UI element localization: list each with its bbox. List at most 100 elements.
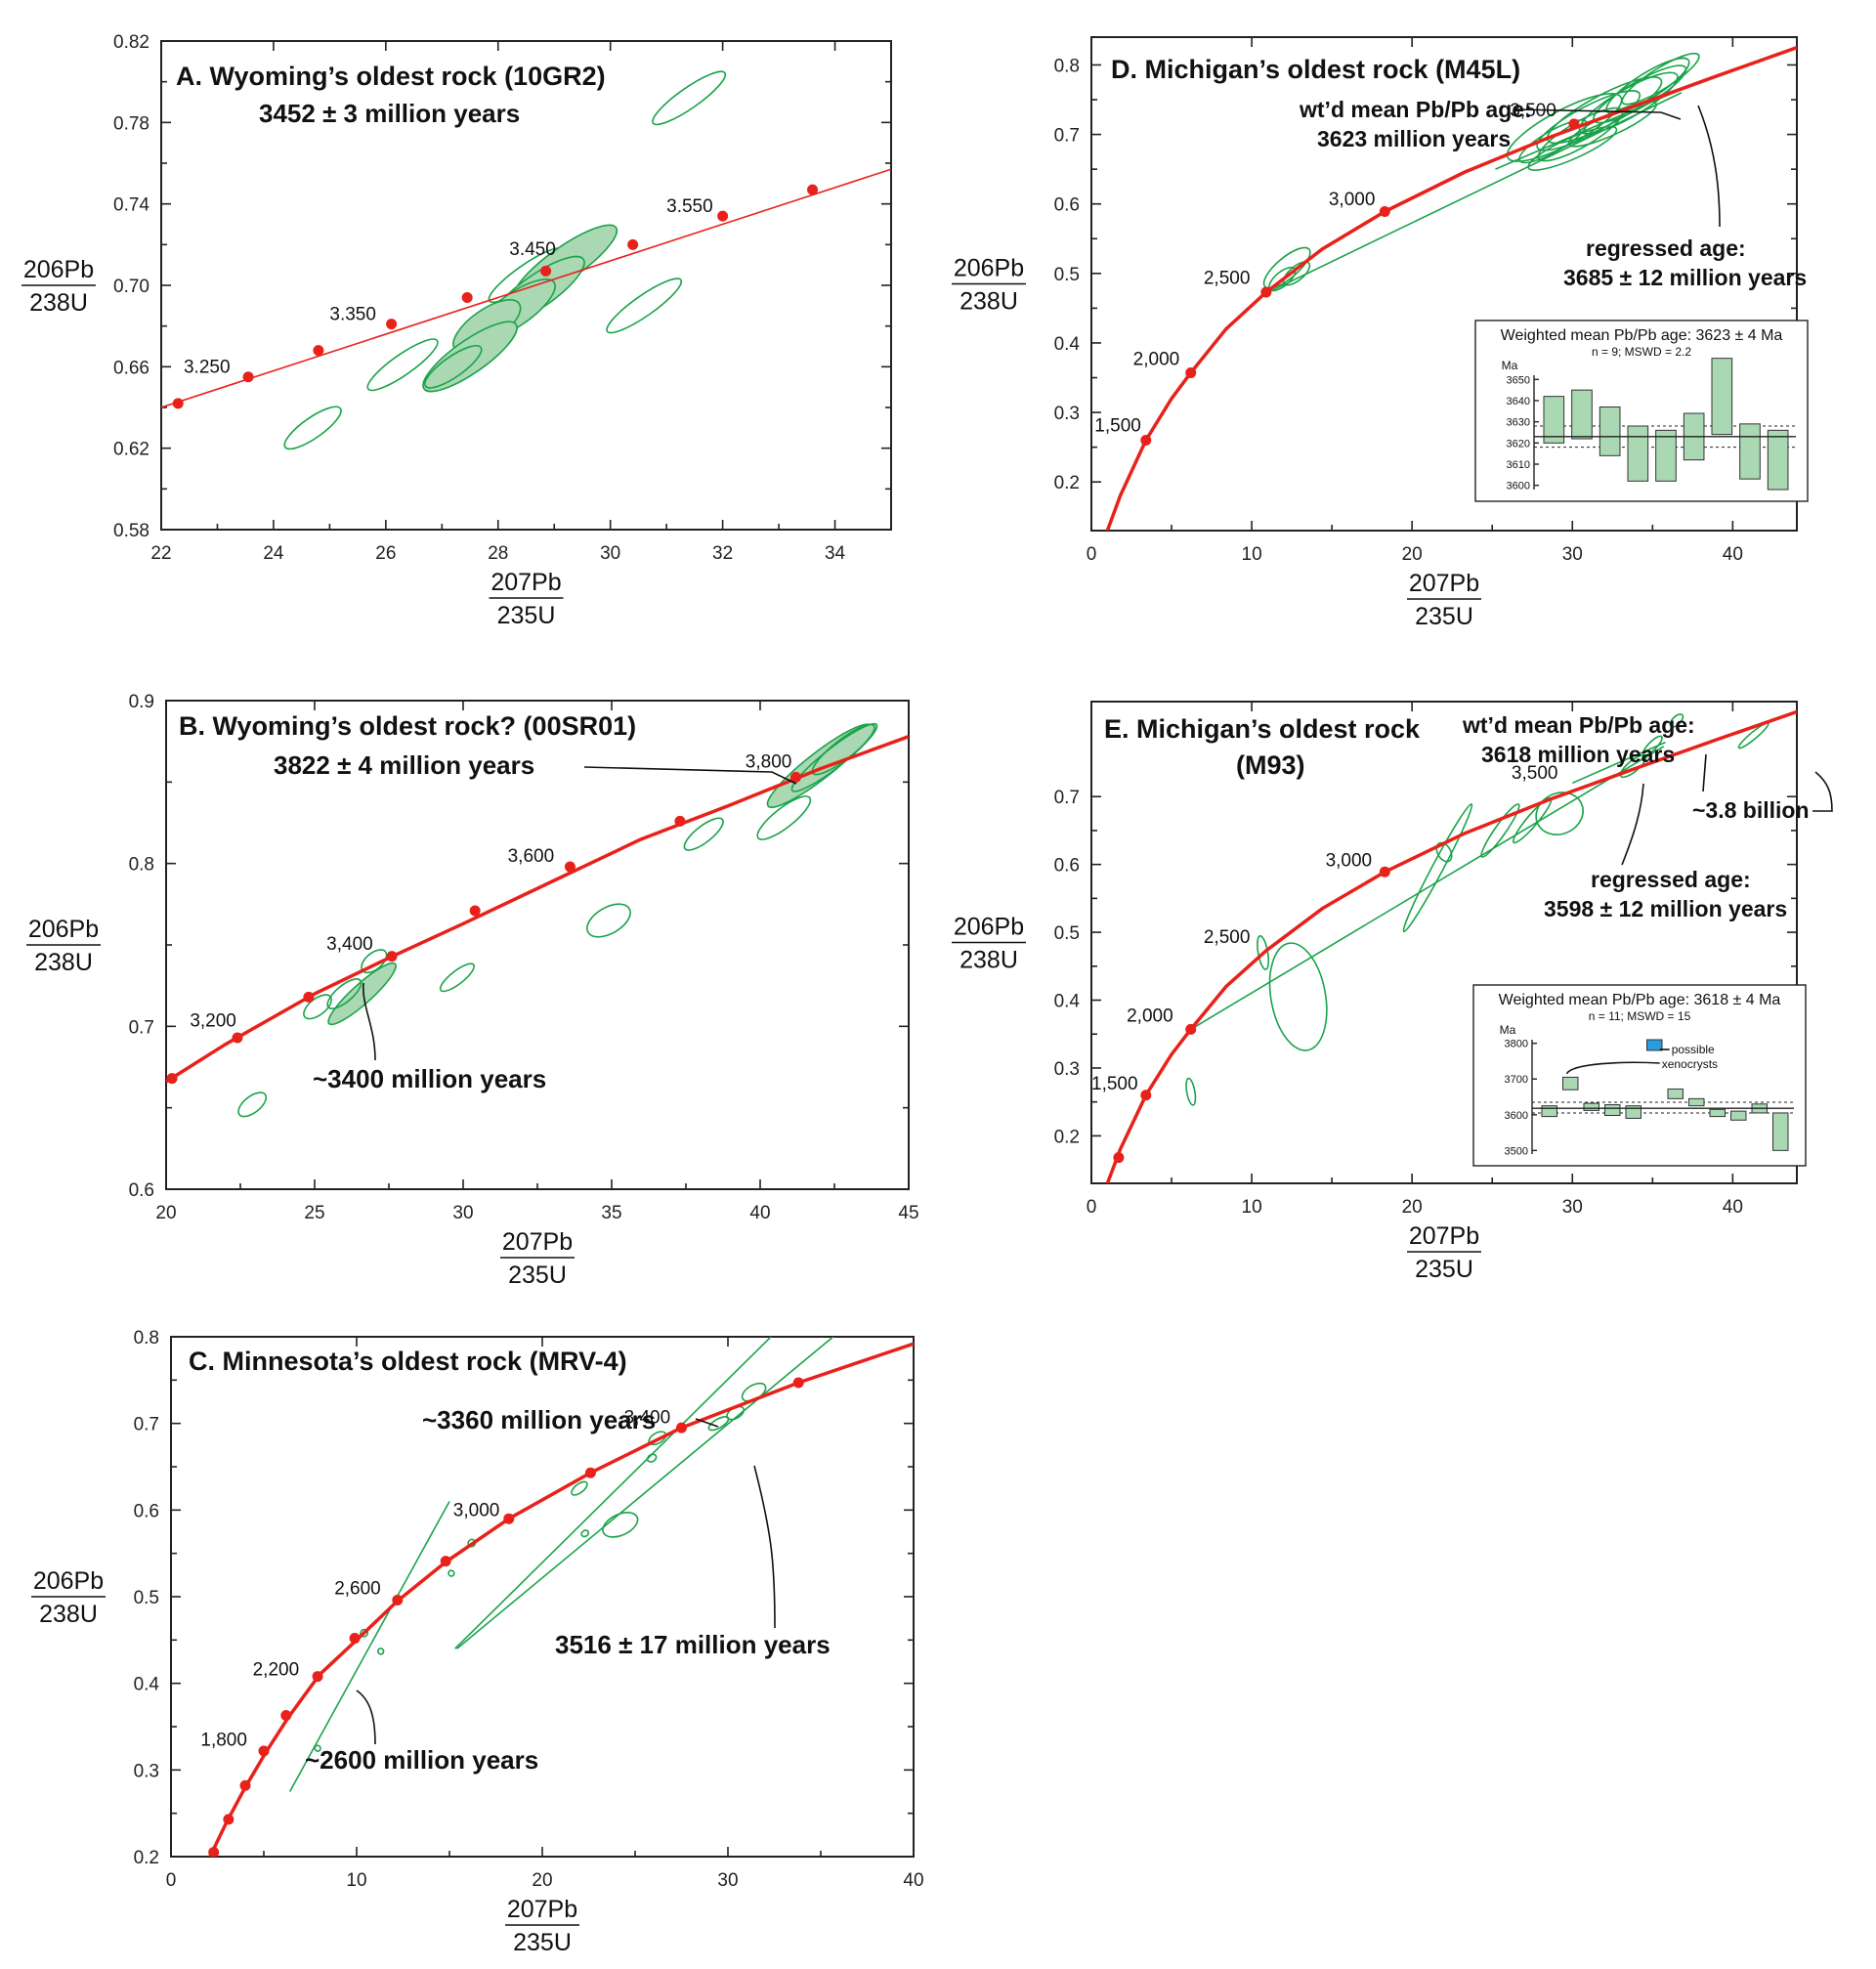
error-ellipse bbox=[1268, 942, 1328, 1051]
inset-frame bbox=[1472, 984, 1807, 1167]
y-tick-label: 0.3 bbox=[1054, 404, 1080, 424]
x-tick-label: 24 bbox=[263, 543, 284, 564]
x-axis-label-denominator: 235U bbox=[1415, 603, 1473, 630]
inset-subtitle: n = 11; MSWD = 15 bbox=[1589, 1009, 1691, 1023]
inset-bar bbox=[1541, 1105, 1557, 1118]
age-marker bbox=[674, 815, 686, 827]
y-tick-label: 0.3 bbox=[134, 1761, 159, 1781]
annotation-mean-leader bbox=[1514, 108, 1682, 120]
y-tick-label: 0.2 bbox=[134, 1848, 159, 1868]
inset-unit: Ma bbox=[1500, 1023, 1516, 1037]
error-ellipse bbox=[1642, 735, 1663, 756]
y-tick-label: 0.7 bbox=[1054, 788, 1080, 808]
y-axis-label-numerator: 206Pb bbox=[954, 914, 1024, 941]
x-axis-label-denominator: 235U bbox=[508, 1262, 567, 1289]
age-label: 3,000 bbox=[453, 1501, 500, 1521]
error-ellipse bbox=[1257, 934, 1270, 970]
error-ellipse bbox=[1527, 125, 1618, 171]
inset-note-leader bbox=[1565, 1061, 1660, 1075]
age-label: 3,000 bbox=[1326, 851, 1373, 872]
age-label: 3,800 bbox=[746, 751, 792, 772]
age-marker bbox=[1185, 1023, 1197, 1035]
inset-subtitle: n = 9; MSWD = 2.2 bbox=[1592, 345, 1691, 359]
annotation-upper-leader bbox=[695, 1418, 719, 1428]
age-marker bbox=[1113, 1152, 1125, 1164]
annotation-upper: ~3360 million years bbox=[422, 1405, 656, 1434]
annotation-regressed-value: 3685 ± 12 million years bbox=[1563, 265, 1807, 290]
error-ellipse bbox=[602, 1512, 639, 1538]
chart-panel-d: 0 10 20 30 400.20.30.40.50.60.70.8207Pb235U2… bbox=[952, 36, 1809, 630]
inset-bar bbox=[1739, 423, 1761, 480]
y-axis-label: 206Pb 238U bbox=[952, 255, 1026, 316]
y-tick-label: 0.7 bbox=[1054, 126, 1080, 147]
age-marker bbox=[540, 265, 552, 277]
age-label: 3,400 bbox=[326, 934, 373, 955]
inset-note-line2: xenocrysts bbox=[1662, 1057, 1718, 1071]
age-marker bbox=[676, 1422, 687, 1434]
x-tick-label: 10 bbox=[1242, 544, 1262, 565]
concordia-curve bbox=[161, 168, 891, 408]
panel-title: E. Michigan’s oldest rock bbox=[1104, 714, 1421, 744]
error-ellipse bbox=[586, 903, 631, 938]
y-tick-label: 0.5 bbox=[1054, 923, 1080, 944]
age-label: 3,400 bbox=[624, 1408, 671, 1429]
age-marker bbox=[392, 1595, 404, 1606]
error-ellipse bbox=[439, 963, 475, 993]
x-tick-label: 25 bbox=[304, 1203, 324, 1223]
inset-tick-label: 3600 bbox=[1507, 481, 1530, 492]
inset-tick-label: 3600 bbox=[1505, 1110, 1528, 1122]
y-axis-label-numerator: 206Pb bbox=[33, 1567, 104, 1595]
age-marker bbox=[1260, 286, 1272, 298]
age-marker bbox=[239, 1779, 251, 1791]
y-tick-label: 0.8 bbox=[129, 855, 154, 876]
x-tick-label: 22 bbox=[150, 543, 171, 564]
y-axis-label-numerator: 206Pb bbox=[954, 255, 1024, 282]
y-tick-label: 0.62 bbox=[113, 440, 149, 460]
inset-title: Weighted mean Pb/Pb age: 3618 ± 4 Ma bbox=[1499, 992, 1781, 1008]
chart-panel-e: 0 10 20 30 40 0.2 0.3 0.4 0.5 0.6 0.7 207Pb 235U 206P… bbox=[952, 701, 1833, 1283]
x-axis-label: 207Pb 235U bbox=[505, 1896, 579, 1956]
inset-bar bbox=[1599, 407, 1621, 456]
plot-area bbox=[208, 1337, 914, 1857]
error-ellipse bbox=[376, 1648, 385, 1655]
age-label: 2,500 bbox=[1204, 927, 1251, 948]
x-axis-label-numerator: 207Pb bbox=[1409, 570, 1479, 597]
error-ellipse bbox=[646, 1453, 658, 1463]
weighted-mean-inset: Weighted mean Pb/Pb age: 3618 ± 4 Man = … bbox=[1472, 984, 1807, 1167]
x-axis-label-denominator: 235U bbox=[513, 1929, 572, 1956]
error-ellipse bbox=[790, 722, 878, 792]
y-tick-label: 0.9 bbox=[129, 692, 154, 712]
x-tick-label: 0 bbox=[1087, 544, 1097, 565]
error-ellipse bbox=[1402, 803, 1473, 933]
y-axis-label-denominator: 238U bbox=[959, 947, 1018, 974]
error-ellipse bbox=[1621, 52, 1700, 106]
age-marker bbox=[564, 861, 576, 873]
annotation-mean-value: 3618 million years bbox=[1481, 742, 1675, 767]
y-axis-label: 206Pb 238U bbox=[31, 1567, 106, 1628]
y-tick-label: 0.7 bbox=[129, 1017, 154, 1038]
annotation-billion: ~3.8 billion bbox=[1692, 797, 1810, 823]
y-axis-label-denominator: 238U bbox=[34, 949, 93, 976]
annotation-regressed-leader bbox=[1621, 783, 1644, 866]
y-tick-label: 0.70 bbox=[113, 277, 149, 297]
y-tick-label: 0.6 bbox=[134, 1501, 159, 1521]
annotation-lower-leader bbox=[356, 1690, 376, 1745]
y-tick-label: 0.6 bbox=[1054, 195, 1080, 216]
inset-bar bbox=[1772, 1112, 1789, 1151]
age-marker bbox=[807, 184, 819, 195]
inset-bar bbox=[1667, 1088, 1684, 1099]
age-marker bbox=[208, 1847, 220, 1857]
inset-tick-label: 3620 bbox=[1507, 438, 1530, 449]
error-ellipse bbox=[571, 1480, 588, 1496]
age-marker bbox=[312, 1671, 323, 1683]
inset-tick-label: 3800 bbox=[1505, 1039, 1528, 1050]
error-ellipse bbox=[1512, 796, 1553, 844]
y-axis-label-numerator: 206Pb bbox=[23, 256, 94, 283]
x-tick-label: 20 bbox=[1402, 544, 1423, 565]
x-tick-label: 40 bbox=[1723, 1197, 1743, 1218]
inset-note-line1: possible bbox=[1672, 1043, 1715, 1056]
annotation-regressed: regressed age: bbox=[1586, 235, 1746, 261]
error-ellipse bbox=[1480, 803, 1520, 858]
age-marker bbox=[1140, 1090, 1152, 1101]
x-tick-label: 40 bbox=[903, 1870, 923, 1891]
